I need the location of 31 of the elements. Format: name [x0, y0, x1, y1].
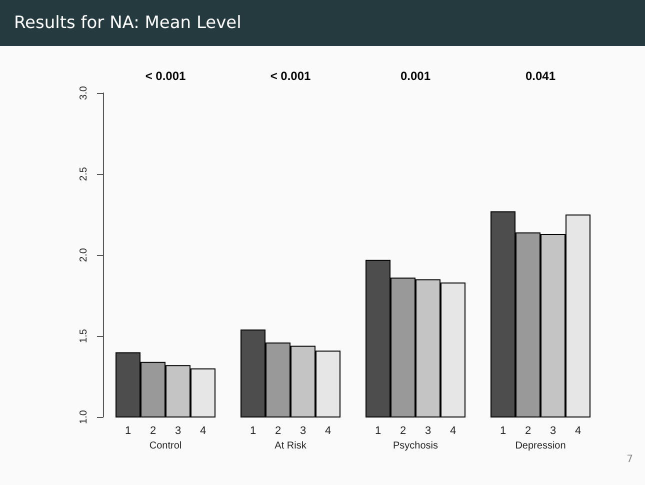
text: 4 [324, 425, 332, 437]
chart-title: Results for NA: Mean Level [0, 0, 645, 46]
x-tick-label: Psychosis [392, 440, 438, 452]
y-tick-label: 1.5 [78, 328, 90, 343]
y-tick-label: 3.0 [78, 86, 90, 100]
text: 3 [550, 425, 556, 437]
series-label: 4 [200, 425, 206, 437]
text: 1 [500, 425, 506, 437]
text: 7 [626, 454, 633, 465]
series-label: 1 [124, 425, 132, 437]
series-label: 3 [174, 425, 182, 437]
y-tick-label: 2.5 [78, 166, 90, 181]
text: 3 [300, 425, 306, 437]
text: 0.041 [525, 69, 556, 83]
text: 0.001 [400, 69, 431, 83]
y-tick-label: 2.0 [78, 248, 90, 262]
text: < 0.001 [270, 69, 312, 83]
text: 1 [250, 425, 256, 437]
series-label: 2 [150, 425, 156, 437]
text: 1 [374, 425, 382, 437]
text: 3 [424, 425, 432, 437]
text: 2 [524, 425, 532, 437]
x-tick-label: Control [149, 440, 182, 452]
text: < 0.001 [145, 69, 186, 83]
text: 4 [450, 425, 456, 437]
y-tick-label: 1.0 [78, 410, 90, 424]
x-tick-label: Depression [515, 440, 566, 452]
text: 2 [274, 425, 282, 437]
text: 2 [400, 425, 406, 437]
x-tick-label: At Risk [274, 440, 308, 452]
text: 4 [574, 425, 582, 437]
